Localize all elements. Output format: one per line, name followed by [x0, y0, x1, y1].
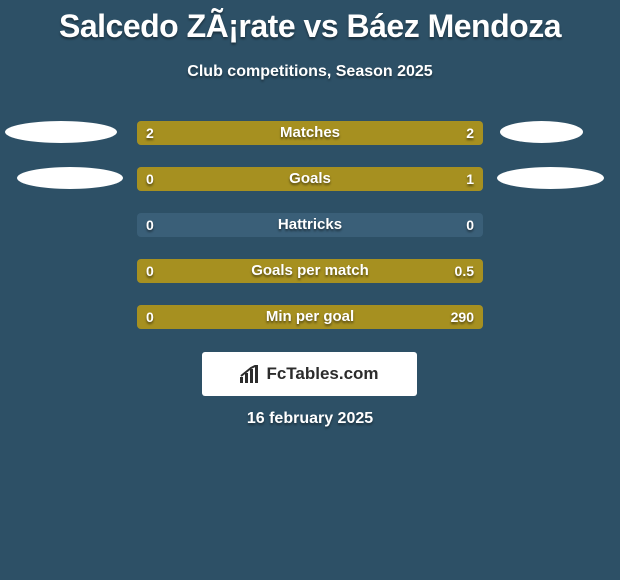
source-badge-text: FcTables.com — [266, 364, 378, 384]
source-badge[interactable]: FcTables.com — [202, 352, 417, 396]
stat-row: 01Goals — [0, 167, 620, 213]
player-badge-right — [500, 121, 583, 143]
subtitle: Club competitions, Season 2025 — [0, 63, 620, 81]
bar-track: 01Goals — [137, 167, 483, 191]
stat-label: Matches — [137, 121, 483, 145]
stat-label: Min per goal — [137, 305, 483, 329]
bar-track: 00.5Goals per match — [137, 259, 483, 283]
bar-track: 22Matches — [137, 121, 483, 145]
bar-track: 00Hattricks — [137, 213, 483, 237]
player-badge-left — [5, 121, 117, 143]
bar-track: 0290Min per goal — [137, 305, 483, 329]
comparison-infographic: Salcedo ZÃ¡rate vs Báez Mendoza Club com… — [0, 0, 620, 580]
stat-row: 22Matches — [0, 121, 620, 167]
stat-rows: 22Matches 01Goals 00Hattricks 00.5Goals per… — [0, 121, 620, 351]
stat-label: Goals — [137, 167, 483, 191]
stat-row: 00.5Goals per match — [0, 259, 620, 305]
stat-label: Hattricks — [137, 213, 483, 237]
player-badge-left — [17, 167, 123, 189]
player-badge-right — [497, 167, 604, 189]
page-title: Salcedo ZÃ¡rate vs Báez Mendoza — [0, 0, 620, 45]
stat-label: Goals per match — [137, 259, 483, 283]
chart-icon — [240, 365, 262, 383]
stat-row: 00Hattricks — [0, 213, 620, 259]
date-label: 16 february 2025 — [0, 410, 620, 428]
stat-row: 0290Min per goal — [0, 305, 620, 351]
